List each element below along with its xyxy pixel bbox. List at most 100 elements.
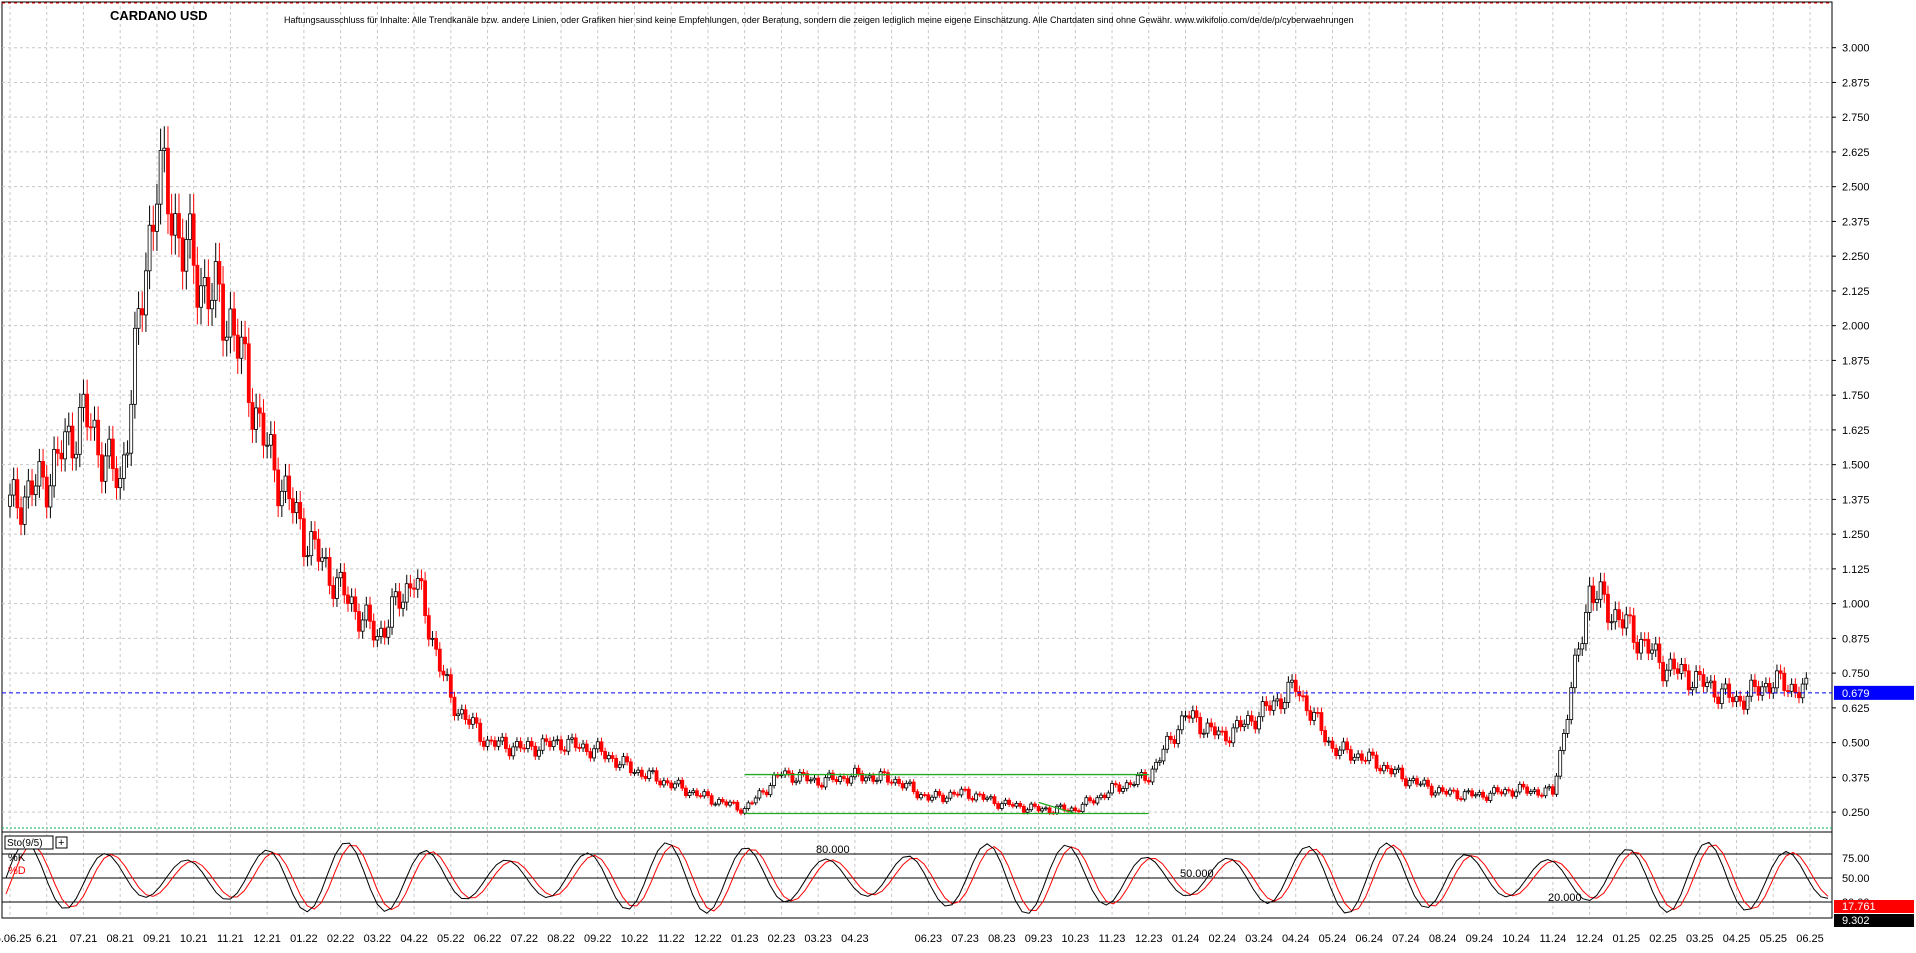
x-tick-label: 02.24: [1208, 933, 1236, 945]
price-candle: [1522, 784, 1525, 787]
price-candle: [1640, 639, 1643, 653]
price-candle: [519, 741, 522, 748]
price-candle: [1529, 791, 1532, 793]
y-tick-label: 2.375: [1842, 216, 1870, 228]
stochastic-legend-d: %D: [8, 865, 26, 877]
price-candle: [1011, 805, 1014, 807]
price-candle: [27, 481, 30, 497]
price-candle: [460, 710, 463, 714]
y-tick-label: 3.000: [1842, 43, 1870, 55]
price-candle: [302, 519, 305, 557]
price-candle: [1375, 755, 1378, 768]
price-candle: [152, 225, 155, 231]
price-candle: [1775, 671, 1778, 688]
price-candle: [1379, 768, 1382, 771]
price-candle: [839, 777, 842, 782]
price-candle: [1625, 615, 1628, 628]
price-candle: [787, 771, 790, 773]
x-tick-label: 07.24: [1392, 933, 1420, 945]
y-tick-label: 0.625: [1842, 703, 1870, 715]
price-candle: [394, 592, 397, 597]
price-candle: [798, 772, 801, 781]
price-candle: [56, 449, 59, 453]
x-tick-label: 10.24: [1502, 933, 1530, 945]
price-candle: [1269, 706, 1272, 711]
x-tick-label: 08.23: [988, 933, 1016, 945]
price-candle: [108, 439, 111, 456]
price-candle: [203, 277, 206, 285]
price-candle: [1228, 741, 1231, 743]
price-candle: [1651, 650, 1654, 653]
price-candle: [1731, 697, 1734, 701]
price-candle: [1044, 808, 1047, 809]
price-candle: [1786, 691, 1789, 692]
price-candle: [949, 792, 952, 798]
price-candle: [402, 602, 405, 608]
price-candle: [1581, 644, 1584, 649]
price-candle: [177, 214, 180, 238]
price-candle: [1456, 791, 1459, 799]
price-candle: [1320, 713, 1323, 731]
price-candle: [1753, 680, 1756, 686]
price-candle: [751, 803, 754, 804]
price-candle: [1210, 723, 1213, 727]
y-tick-label: 2.625: [1842, 147, 1870, 159]
price-candle: [339, 572, 342, 577]
price-candle: [776, 775, 779, 776]
price-candle: [493, 741, 496, 747]
price-candle: [1706, 683, 1709, 687]
price-candle: [1041, 809, 1044, 811]
price-candle: [1144, 772, 1147, 780]
stochastic-tick-label: 50.00: [1842, 873, 1870, 885]
price-candle: [1540, 795, 1543, 796]
price-candle: [372, 621, 375, 640]
price-candle: [335, 578, 338, 599]
y-tick-label: 2.875: [1842, 77, 1870, 89]
price-candle: [1243, 724, 1246, 726]
price-candle: [416, 579, 419, 590]
price-candle: [1371, 752, 1374, 755]
x-tick-label: 08.21: [106, 933, 134, 945]
price-candle: [512, 747, 515, 756]
price-candle: [956, 794, 959, 795]
price-candle: [82, 394, 85, 407]
price-candle: [1382, 765, 1385, 770]
price-candle: [1654, 644, 1657, 650]
y-tick-label: 2.500: [1842, 182, 1870, 194]
price-candle: [1202, 733, 1205, 734]
price-candle: [1739, 696, 1742, 701]
x-tick-label: 03.24: [1245, 933, 1273, 945]
price-candle: [1008, 800, 1011, 804]
price-candle: [233, 309, 236, 335]
price-candle: [1757, 687, 1760, 696]
y-tick-label: 2.125: [1842, 286, 1870, 298]
price-candle: [306, 556, 309, 557]
price-candle: [1173, 740, 1176, 744]
price-candle: [556, 740, 559, 741]
price-candle: [1390, 769, 1393, 774]
price-candle: [1401, 768, 1404, 779]
x-tick-label: 09.24: [1466, 933, 1494, 945]
price-candle: [611, 756, 614, 759]
price-candle: [1107, 793, 1110, 798]
price-candle: [747, 803, 750, 809]
price-candle: [1114, 784, 1117, 785]
price-candle: [1562, 733, 1565, 750]
price-candle: [468, 720, 471, 725]
price-candle: [1643, 639, 1646, 640]
price-candle: [317, 539, 320, 561]
price-candle: [1665, 670, 1668, 681]
price-candle: [1537, 790, 1540, 795]
price-candle: [795, 781, 798, 782]
price-candle: [1287, 682, 1290, 702]
stochastic-level-label: 20.000: [1548, 892, 1582, 904]
price-candle: [1412, 779, 1415, 781]
x-tick-label: 01.24: [1172, 933, 1200, 945]
price-candle: [1617, 610, 1620, 620]
price-candle: [1437, 788, 1440, 793]
price-candle: [655, 771, 658, 781]
price-candle: [508, 749, 511, 756]
price-candle: [923, 795, 926, 796]
price-candle: [409, 584, 412, 588]
